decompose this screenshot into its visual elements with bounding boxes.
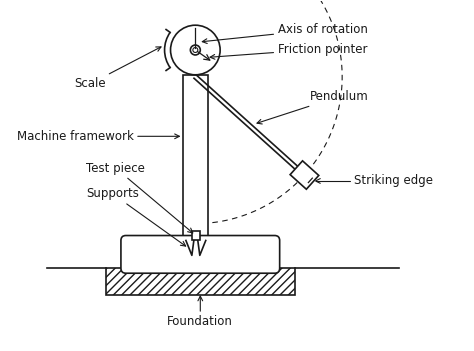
Text: Striking edge: Striking edge xyxy=(316,174,433,187)
Text: Foundation: Foundation xyxy=(167,296,233,328)
Polygon shape xyxy=(106,268,294,295)
Text: Axis of rotation: Axis of rotation xyxy=(202,23,367,44)
Text: Machine framework: Machine framework xyxy=(17,130,179,143)
Circle shape xyxy=(191,45,201,55)
Text: Supports: Supports xyxy=(86,187,186,246)
Text: Scale: Scale xyxy=(74,47,161,90)
Text: Pendulum: Pendulum xyxy=(257,90,368,124)
Polygon shape xyxy=(183,75,208,240)
Polygon shape xyxy=(192,231,200,240)
Circle shape xyxy=(171,25,220,75)
Text: Friction pointer: Friction pointer xyxy=(210,42,367,59)
Text: Test piece: Test piece xyxy=(86,161,193,233)
FancyBboxPatch shape xyxy=(121,236,280,273)
Polygon shape xyxy=(290,161,319,189)
